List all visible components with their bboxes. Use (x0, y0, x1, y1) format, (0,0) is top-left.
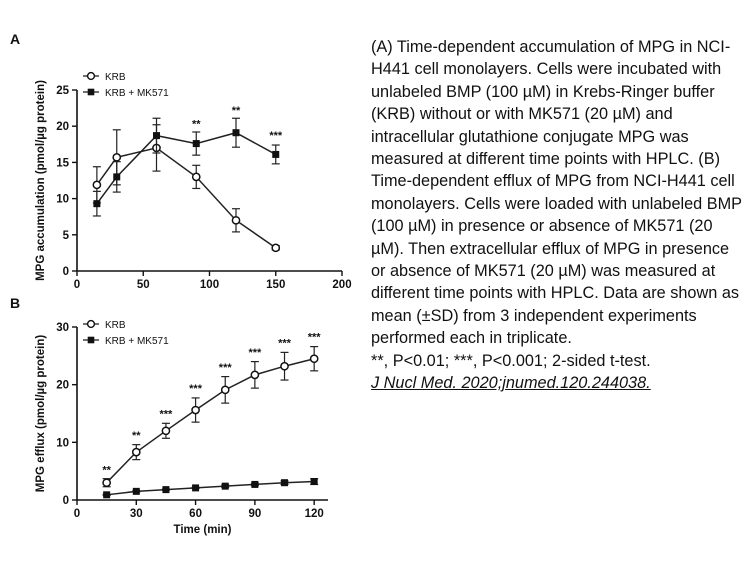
data-point (103, 491, 111, 499)
significance-marker: ** (232, 105, 241, 117)
significance-marker: *** (160, 409, 174, 421)
panel-label: A (10, 31, 20, 47)
y-tick-label: 25 (56, 85, 69, 97)
significance-marker: *** (269, 130, 283, 142)
data-point (250, 370, 260, 380)
significance-marker: *** (219, 362, 233, 374)
significance-marker: ** (102, 464, 111, 476)
data-point (310, 478, 318, 486)
legend-marker (86, 71, 96, 81)
chart-a: A0501001502000510152025Time (min)MPG acc… (10, 31, 352, 290)
series-line (96, 131, 277, 205)
data-point (281, 479, 289, 487)
data-point (112, 152, 122, 162)
significance-marker: ** (132, 430, 141, 442)
x-tick-label: 100 (200, 279, 219, 290)
y-axis-label: MPG efflux (pmol/µg protein) (35, 335, 47, 493)
y-tick-label: 10 (56, 437, 69, 449)
x-tick-label: 50 (137, 279, 150, 290)
x-tick-label: 60 (189, 508, 202, 520)
significance-marker: ** (192, 119, 201, 131)
x-tick-label: 0 (74, 508, 80, 520)
x-tick-label: 0 (74, 279, 80, 290)
data-point (102, 478, 111, 488)
series-line (96, 147, 277, 249)
data-point (221, 482, 229, 490)
x-tick-label: 90 (248, 508, 261, 520)
data-point (161, 426, 171, 436)
significance-marker: *** (278, 338, 292, 350)
data-point (131, 447, 141, 457)
legend-marker (87, 336, 95, 344)
y-tick-label: 15 (56, 157, 69, 169)
significance-marker: *** (248, 347, 262, 359)
significance-marker: *** (189, 383, 203, 395)
x-tick-label: 150 (266, 279, 285, 290)
data-point (232, 129, 240, 137)
legend-label: KRB + MK571 (105, 88, 169, 99)
significance-marker: *** (308, 331, 322, 343)
y-tick-label: 5 (63, 230, 70, 242)
caption-text: (A) Time-dependent accumulation of MPG i… (371, 38, 742, 348)
chart-b: B 0 30 60 90 120 0 10 20 30 Time (min) MPG efflux (… (10, 295, 328, 536)
series-line (106, 357, 315, 484)
series-line (106, 480, 315, 496)
data-point (191, 172, 201, 182)
data-point (231, 215, 241, 225)
data-point (93, 200, 101, 208)
data-point (272, 150, 280, 158)
data-point (309, 354, 319, 364)
data-point (113, 173, 121, 181)
y-tick-label: 30 (56, 322, 69, 334)
data-point (191, 405, 200, 415)
data-point (153, 132, 160, 140)
data-point (192, 484, 200, 492)
y-tick-label: 10 (56, 194, 69, 206)
data-point (251, 480, 259, 488)
y-axis-label: MPG accumulation (pmol/µg protein) (35, 80, 47, 281)
x-tick-label: 120 (305, 508, 324, 520)
panel-label: B (10, 295, 20, 311)
y-tick-label: 20 (56, 121, 69, 133)
caption-citation: J Nucl Med. 2020;jnumed.120.244038. (371, 374, 651, 393)
data-point (271, 243, 281, 253)
y-tick-label: 20 (56, 380, 69, 392)
x-tick-label: 30 (130, 508, 143, 520)
legend-marker (86, 319, 96, 329)
y-tick-label: 0 (63, 495, 69, 507)
caption-significance: **, P<0.01; ***, P<0.001; 2-sided t-test… (371, 351, 651, 370)
data-point (220, 385, 230, 395)
legend-marker (87, 88, 95, 96)
legend-label: KRB (105, 320, 126, 331)
legend-label: KRB + MK571 (105, 336, 169, 347)
x-tick-label: 200 (332, 279, 351, 290)
data-point (92, 180, 102, 190)
data-point (192, 140, 200, 148)
data-point (162, 486, 170, 494)
data-point (132, 487, 140, 495)
y-tick-label: 0 (63, 266, 69, 278)
data-point (280, 361, 289, 371)
legend-label: KRB (105, 72, 126, 83)
x-axis-label: Time (min) (174, 524, 232, 536)
figure-caption: (A) Time-dependent accumulation of MPG i… (371, 36, 743, 395)
